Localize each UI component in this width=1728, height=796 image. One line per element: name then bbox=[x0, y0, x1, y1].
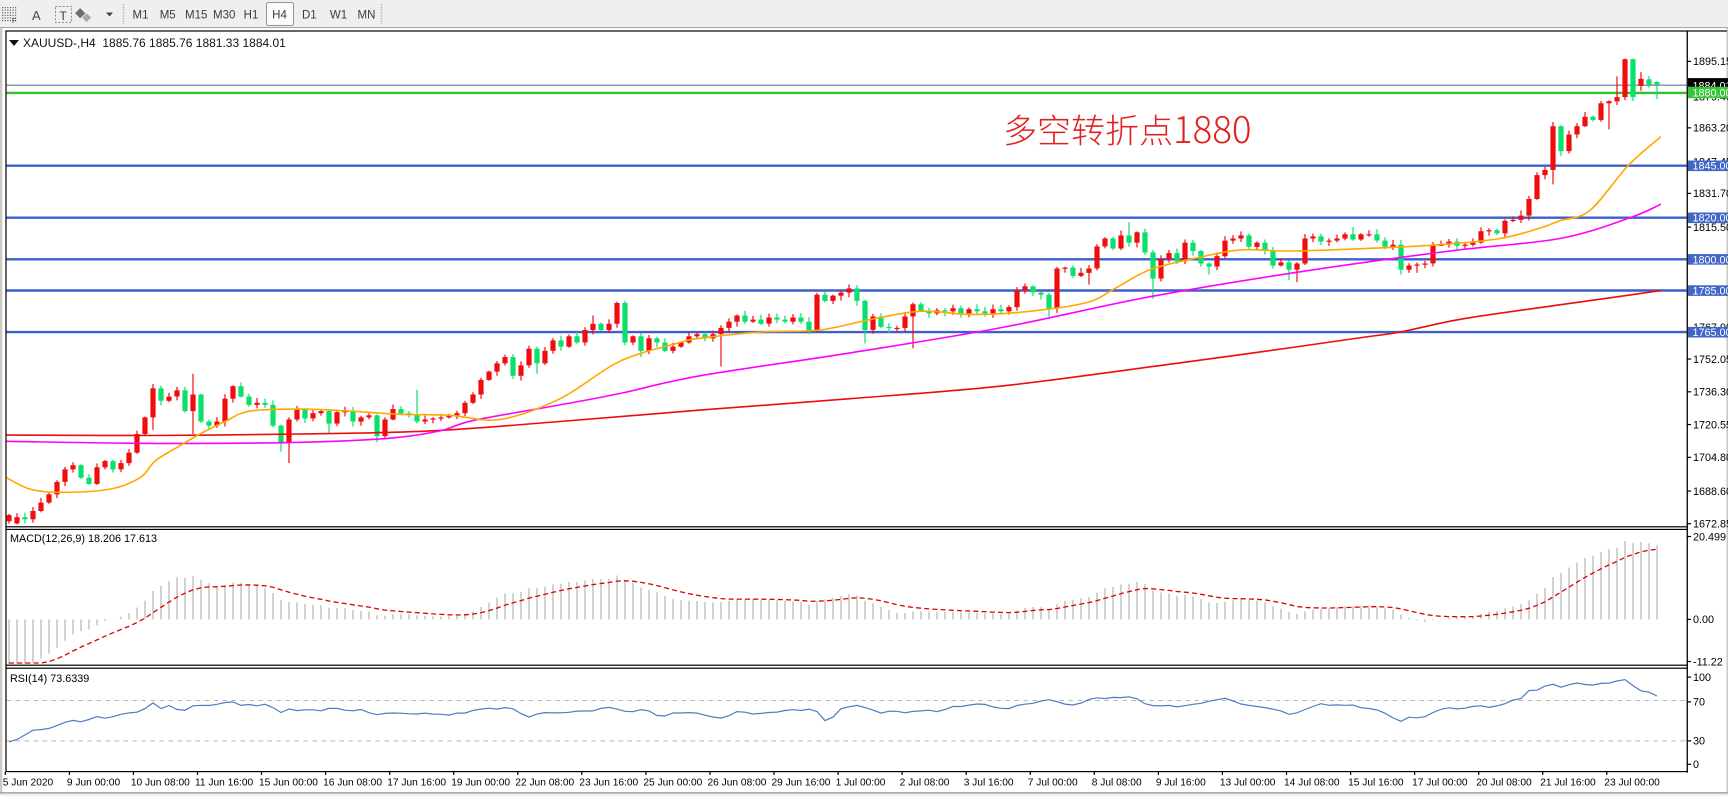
svg-text:1785.00: 1785.00 bbox=[1693, 286, 1728, 298]
svg-text:M30: M30 bbox=[213, 10, 235, 22]
svg-text:1831.70: 1831.70 bbox=[1693, 188, 1728, 200]
svg-text:15 Jul 16:00: 15 Jul 16:00 bbox=[1348, 777, 1404, 788]
svg-text:RSI(14) 73.6339: RSI(14) 73.6339 bbox=[10, 673, 89, 685]
svg-text:25 Jun 00:00: 25 Jun 00:00 bbox=[643, 777, 702, 788]
svg-text:1688.60: 1688.60 bbox=[1693, 486, 1728, 498]
svg-text:1800.00: 1800.00 bbox=[1693, 254, 1728, 266]
svg-text:29 Jun 16:00: 29 Jun 16:00 bbox=[772, 777, 831, 788]
svg-text:17 Jul 00:00: 17 Jul 00:00 bbox=[1412, 777, 1468, 788]
svg-text:T: T bbox=[60, 9, 68, 23]
svg-text:100: 100 bbox=[1693, 672, 1711, 684]
svg-text:8 Jul 08:00: 8 Jul 08:00 bbox=[1092, 777, 1142, 788]
svg-text:MN: MN bbox=[358, 10, 376, 22]
svg-text:H4: H4 bbox=[272, 10, 287, 22]
svg-text:22 Jun 08:00: 22 Jun 08:00 bbox=[515, 777, 574, 788]
svg-text:M5: M5 bbox=[160, 10, 176, 22]
svg-text:2 Jul 08:00: 2 Jul 08:00 bbox=[900, 777, 950, 788]
svg-text:19 Jun 00:00: 19 Jun 00:00 bbox=[451, 777, 510, 788]
svg-text:21 Jul 16:00: 21 Jul 16:00 bbox=[1540, 777, 1596, 788]
svg-text:1845.00: 1845.00 bbox=[1693, 161, 1728, 173]
svg-text:1815.50: 1815.50 bbox=[1693, 222, 1728, 234]
svg-text:A: A bbox=[32, 8, 41, 23]
svg-text:1736.30: 1736.30 bbox=[1693, 387, 1728, 399]
svg-text:D1: D1 bbox=[302, 10, 317, 22]
svg-text:13 Jul 00:00: 13 Jul 00:00 bbox=[1220, 777, 1276, 788]
svg-text:14 Jul 08:00: 14 Jul 08:00 bbox=[1284, 777, 1340, 788]
svg-text:M1: M1 bbox=[133, 10, 149, 22]
svg-text:1820.00: 1820.00 bbox=[1693, 213, 1728, 225]
svg-text:17 Jun 16:00: 17 Jun 16:00 bbox=[387, 777, 446, 788]
svg-text:1765.00: 1765.00 bbox=[1693, 327, 1728, 339]
svg-text:9 Jun 00:00: 9 Jun 00:00 bbox=[67, 777, 121, 788]
svg-text:1 Jul 00:00: 1 Jul 00:00 bbox=[836, 777, 886, 788]
svg-text:-11.22: -11.22 bbox=[1693, 656, 1723, 668]
svg-text:3 Jul 16:00: 3 Jul 16:00 bbox=[964, 777, 1014, 788]
svg-text:20.499: 20.499 bbox=[1693, 531, 1726, 543]
svg-text:7 Jul 00:00: 7 Jul 00:00 bbox=[1028, 777, 1078, 788]
svg-text:23 Jun 16:00: 23 Jun 16:00 bbox=[579, 777, 638, 788]
svg-text:1752.05: 1752.05 bbox=[1693, 354, 1728, 366]
svg-text:1895.15: 1895.15 bbox=[1693, 56, 1728, 68]
svg-text:XAUUSD-,H4 1885.76 1885.76 18: XAUUSD-,H4 1885.76 1885.76 1881.33 1884.… bbox=[23, 36, 286, 50]
svg-text:20 Jul 08:00: 20 Jul 08:00 bbox=[1476, 777, 1532, 788]
svg-text:F: F bbox=[12, 18, 16, 25]
svg-text:23 Jul 00:00: 23 Jul 00:00 bbox=[1604, 777, 1660, 788]
svg-text:30: 30 bbox=[1693, 736, 1705, 748]
svg-text:5 Jun 2020: 5 Jun 2020 bbox=[3, 777, 54, 788]
svg-text:W1: W1 bbox=[330, 10, 347, 22]
svg-text:11 Jun 16:00: 11 Jun 16:00 bbox=[195, 777, 253, 788]
svg-text:1720.55: 1720.55 bbox=[1693, 419, 1728, 431]
svg-text:1863.20: 1863.20 bbox=[1693, 123, 1728, 135]
svg-text:26 Jun 08:00: 26 Jun 08:00 bbox=[708, 777, 767, 788]
svg-text:1672.85: 1672.85 bbox=[1693, 519, 1728, 531]
svg-text:9 Jul 16:00: 9 Jul 16:00 bbox=[1156, 777, 1206, 788]
svg-text:M15: M15 bbox=[185, 10, 207, 22]
svg-text:0: 0 bbox=[1693, 759, 1699, 771]
svg-text:15 Jun 00:00: 15 Jun 00:00 bbox=[259, 777, 318, 788]
svg-text:H1: H1 bbox=[244, 10, 259, 22]
svg-text:1704.80: 1704.80 bbox=[1693, 452, 1728, 464]
svg-text:70: 70 bbox=[1693, 697, 1705, 709]
svg-text:16 Jun 08:00: 16 Jun 08:00 bbox=[323, 777, 382, 788]
svg-text:0.00: 0.00 bbox=[1693, 614, 1714, 626]
svg-text:MACD(12,26,9) 18.206 17.613: MACD(12,26,9) 18.206 17.613 bbox=[10, 533, 157, 545]
svg-text:1880.00: 1880.00 bbox=[1693, 87, 1728, 99]
svg-text:10 Jun 08:00: 10 Jun 08:00 bbox=[131, 777, 190, 788]
